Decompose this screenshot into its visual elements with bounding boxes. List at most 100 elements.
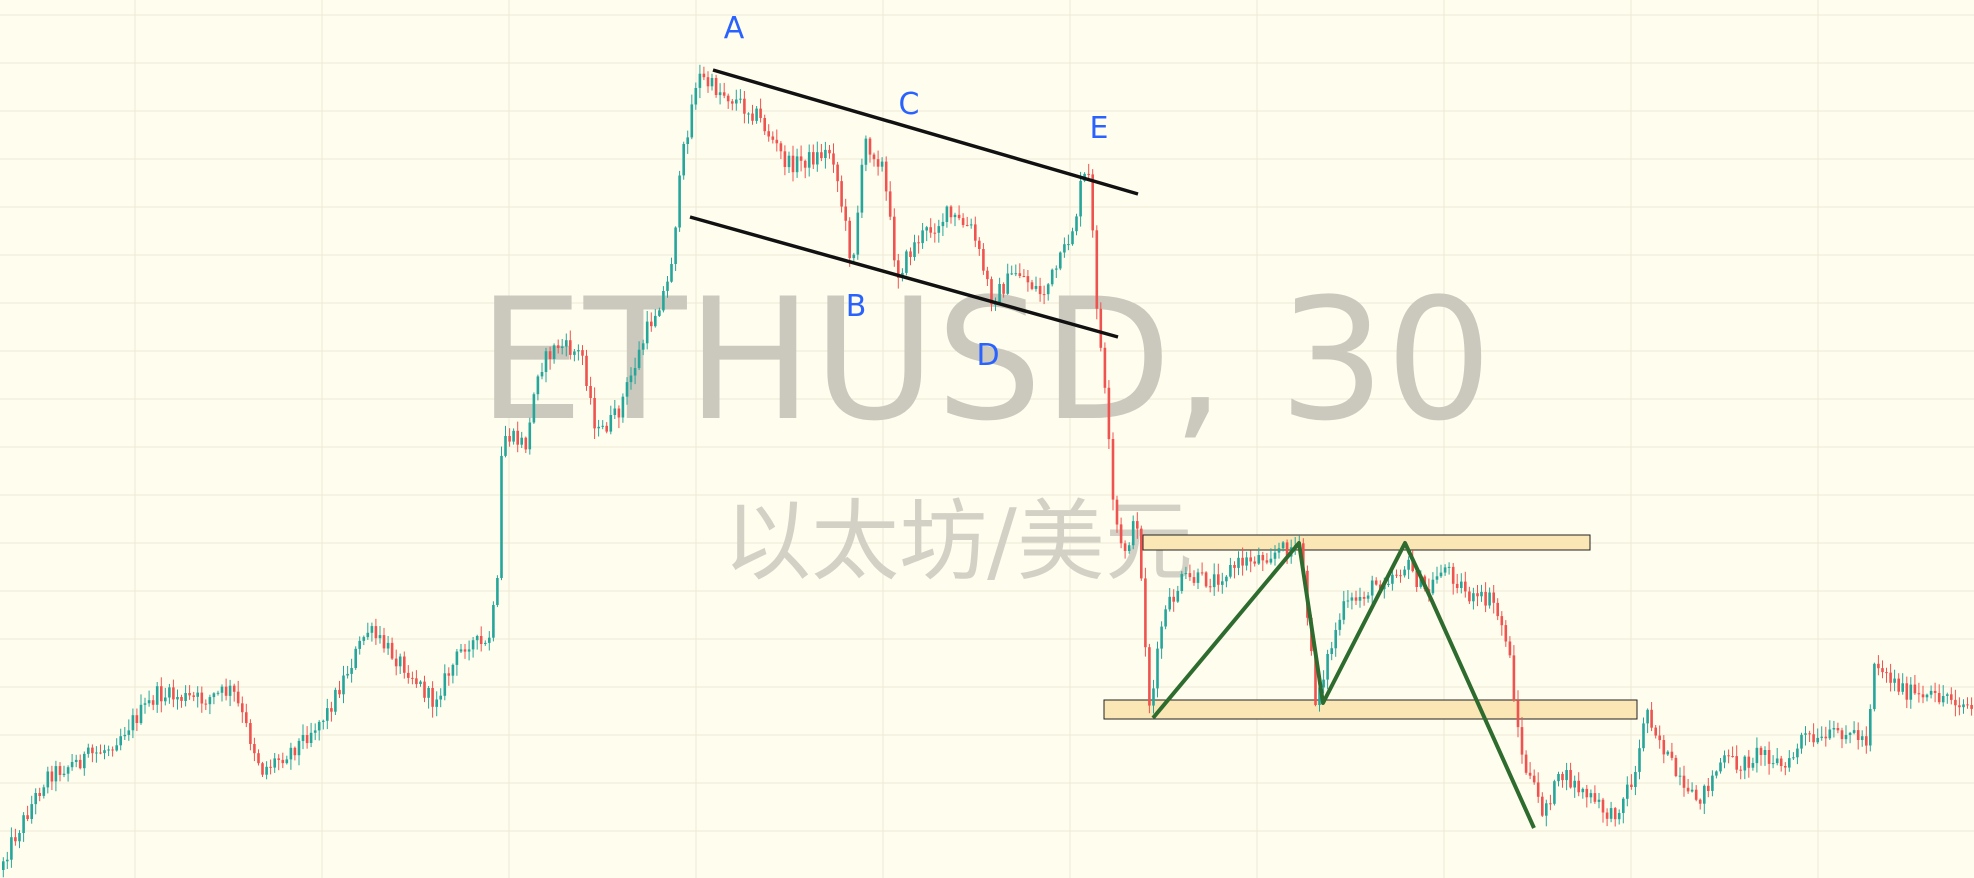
watermark-subtitle: 以太坊/美元 (723, 490, 1193, 593)
candle-body (1933, 690, 1937, 693)
candle-body (1038, 286, 1042, 295)
candle-body (119, 736, 122, 746)
candle-body (682, 144, 685, 176)
candle-body (1464, 581, 1467, 592)
candle-body (1824, 736, 1828, 739)
zigzag-line[interactable] (1151, 541, 1536, 829)
candle-body (645, 321, 649, 344)
candle-body (1411, 559, 1414, 572)
candle-body (1937, 693, 1941, 703)
candle-body (803, 160, 807, 168)
candle-body (698, 73, 702, 88)
candle-body (407, 672, 410, 678)
candle-body (1796, 748, 1799, 758)
candle-body (6, 859, 9, 862)
candle-body (212, 693, 216, 698)
candle-body (83, 753, 86, 769)
candle-body (589, 386, 592, 398)
candle-body (710, 78, 714, 87)
candle-body (1374, 580, 1378, 585)
candle-body (91, 747, 94, 754)
candle-body (1079, 180, 1082, 217)
candle-body (30, 804, 33, 819)
candle-body (164, 697, 167, 702)
candle-body (492, 605, 495, 638)
candle-body (629, 375, 633, 383)
candle-body (38, 793, 41, 796)
candle-body (443, 673, 447, 696)
candle-body (1136, 521, 1139, 529)
candle-body (463, 649, 467, 652)
candle-body (111, 749, 114, 751)
candle-body (216, 692, 220, 694)
candle-body (1334, 630, 1337, 649)
candle-body (1865, 736, 1868, 746)
channel-upper-line[interactable] (712, 68, 1139, 196)
candle-body (427, 688, 430, 698)
candle-body (597, 426, 600, 429)
candle-body (1666, 751, 1670, 755)
candle-body (326, 708, 329, 721)
candle-body (1820, 736, 1823, 738)
candle-body (342, 675, 345, 695)
candle-body (447, 673, 451, 676)
candle-body (1472, 593, 1475, 602)
candle-body (1553, 781, 1556, 804)
candle-body (1707, 785, 1710, 791)
candle-body (1541, 796, 1544, 816)
candle-body (1549, 803, 1552, 805)
candle-body (1698, 799, 1702, 804)
candle-body (1241, 557, 1244, 566)
candle-body (1775, 758, 1779, 764)
candle-body (1233, 565, 1236, 568)
candle-body (1784, 766, 1787, 768)
candle-body (1115, 499, 1119, 525)
candle-body (961, 218, 965, 225)
candle-body (253, 744, 256, 754)
candle-body (34, 793, 37, 805)
candle-body (702, 73, 706, 78)
candle-body (864, 138, 868, 165)
candle-body (532, 394, 536, 423)
candle-body (1642, 723, 1645, 749)
support-resistance-zones[interactable] (1103, 534, 1638, 720)
resistance-zone[interactable] (1142, 534, 1591, 551)
candle-body (840, 181, 843, 207)
candle-body (965, 225, 969, 226)
candle-body (1330, 648, 1333, 654)
candle-body (731, 101, 734, 104)
candle-body (1451, 566, 1455, 584)
candle-body (1225, 576, 1228, 582)
candle-body (824, 149, 827, 158)
descending-channel[interactable] (689, 68, 1139, 339)
candle-body (888, 191, 892, 217)
support-zone[interactable] (1103, 699, 1638, 720)
candle-body (18, 833, 21, 842)
candle-body (1735, 756, 1738, 770)
candle-body (787, 155, 791, 168)
candle-body (204, 703, 208, 705)
channel-lower-line[interactable] (689, 215, 1119, 339)
candle-body (1269, 558, 1273, 563)
candle-body (184, 693, 187, 701)
candle-body (872, 154, 876, 160)
candle-body (520, 437, 523, 445)
candle-body (1350, 597, 1354, 601)
candle-body (374, 626, 378, 639)
candle-body (876, 159, 880, 167)
candle-body (1844, 735, 1848, 740)
candle-body (1496, 602, 1499, 617)
zigzag-pattern[interactable] (1151, 541, 1536, 829)
candle-body (131, 715, 135, 731)
candle-body (50, 771, 54, 782)
candle-body (87, 747, 90, 754)
candle-body (516, 430, 519, 445)
candle-body (1046, 284, 1050, 295)
candle-body (1508, 641, 1512, 656)
candle-body (641, 343, 645, 350)
candle-body (322, 720, 325, 722)
candle-body (1006, 273, 1009, 294)
candle-body (654, 315, 657, 327)
candle-body (1662, 740, 1666, 755)
